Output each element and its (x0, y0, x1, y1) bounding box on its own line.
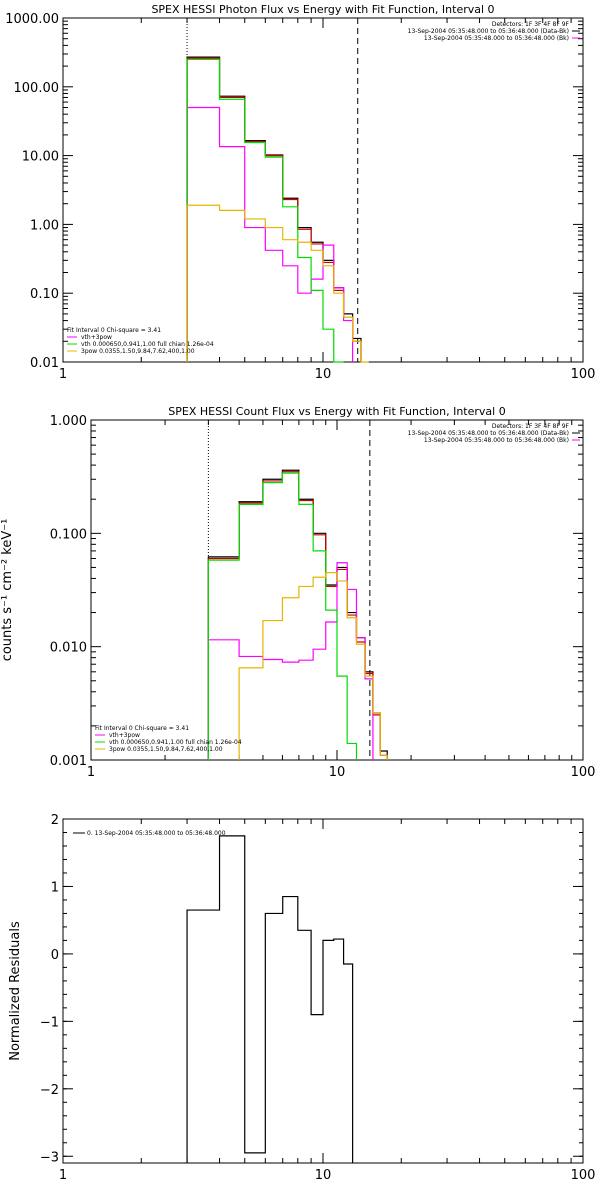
series-4 (207, 472, 358, 760)
series-5 (186, 204, 369, 363)
y-tick-label: 0.100 (50, 527, 87, 542)
legend-header: Fit Interval 0 Chi-square = 3.41 (67, 327, 161, 334)
y-tick-label: 1 (51, 880, 59, 895)
y-tick-label: 0.010 (50, 641, 87, 656)
series-line (238, 572, 388, 760)
series-2 (186, 57, 362, 362)
y-tick-label: 0.001 (50, 754, 87, 769)
series-line (186, 58, 344, 363)
header-text: Detectors: 1F 3F 4F 8F 9F (492, 423, 570, 430)
y-tick-label: 0 (51, 948, 59, 963)
y-tick-label: −3 (40, 1150, 59, 1165)
series-line (186, 56, 362, 362)
legend-label: vth+3pow (109, 732, 140, 739)
series-1 (186, 835, 354, 1163)
series-3 (207, 562, 374, 760)
legend-label: vth 0.000650,0.941,1.00 full chian 1.26e… (109, 739, 242, 746)
y-axis-label: counts s⁻¹ cm⁻² keV⁻¹ (0, 519, 15, 662)
panel-2: SPEX HESSI Count Flux vs Energy with Fit… (0, 405, 595, 780)
series-5 (238, 572, 388, 760)
series-2 (207, 471, 388, 760)
y-tick-label: 2 (51, 813, 59, 828)
y-tick-label: −1 (40, 1015, 59, 1030)
legend-label: vth 0.000650,0.941,1.00 full chian 1.26e… (81, 341, 214, 348)
legend-label: 0. 13-Sep-2004 05:35:48.000 to 05:36:48.… (87, 830, 226, 837)
y-tick-label: 100.00 (14, 81, 60, 96)
series-line (207, 562, 374, 760)
series-1 (207, 469, 388, 760)
series-4 (186, 58, 344, 363)
legend-label: 3pow 0.0355,1.50,9.84,7.62,400,1.00 (81, 348, 195, 355)
x-tick-label: 100 (571, 367, 596, 382)
series-line (186, 835, 354, 1163)
x-tick-label: 10 (315, 367, 332, 382)
y-tick-label: 1.000 (50, 414, 87, 429)
x-tick-label: 10 (315, 1168, 332, 1183)
series-line (186, 57, 362, 362)
y-tick-label: 10.00 (22, 150, 59, 165)
panel-3: 1 10 100 −3 −2 −1 0 1 2 Normalized Residuals 0. 13… (8, 813, 595, 1183)
header-text: 13-Sep-2004 05:35:48.000 to 05:36:48.000… (408, 28, 569, 35)
y-tick-label: 1.00 (30, 218, 59, 233)
series-line (207, 472, 358, 760)
series-1 (186, 56, 362, 362)
series-line (186, 204, 369, 363)
panel-1: SPEX HESSI Photon Flux vs Energy with Fi… (5, 3, 595, 382)
x-tick-label: 1 (59, 367, 67, 382)
x-tick-label: 10 (329, 765, 346, 780)
x-tick-label: 1 (59, 1168, 67, 1183)
series-line (207, 469, 388, 760)
x-tick-label: 100 (571, 765, 596, 780)
legend-label: vth+3pow (81, 334, 112, 341)
legend-label: 3pow 0.0355,1.50,9.84,7.62,400,1.00 (109, 746, 223, 753)
series-3 (186, 106, 354, 362)
series-line (207, 471, 388, 760)
header-text: 13-Sep-2004 05:35:48.000 to 05:36:48.000… (408, 430, 569, 437)
legend-header: Fit Interval 0 Chi-square = 3.41 (95, 725, 189, 732)
header-text: 13-Sep-2004 05:35:48.000 to 05:36:48.000… (424, 35, 569, 42)
header-text: Detectors: 1F 3F 4F 8F 9F (492, 21, 570, 28)
series-line (186, 106, 354, 362)
y-tick-label: −2 (40, 1083, 59, 1098)
x-tick-label: 100 (571, 1168, 596, 1183)
y-tick-label: 0.01 (30, 356, 59, 371)
chart-title: SPEX HESSI Photon Flux vs Energy with Fi… (151, 3, 494, 16)
y-tick-label: 0.10 (30, 287, 59, 302)
y-axis-label: Normalized Residuals (8, 921, 23, 1061)
header-text: 13-Sep-2004 05:35:48.000 to 05:36:48.000… (424, 437, 569, 444)
x-tick-label: 1 (87, 765, 95, 780)
chart-title: SPEX HESSI Count Flux vs Energy with Fit… (168, 405, 505, 418)
y-tick-label: 1000.00 (5, 12, 59, 27)
